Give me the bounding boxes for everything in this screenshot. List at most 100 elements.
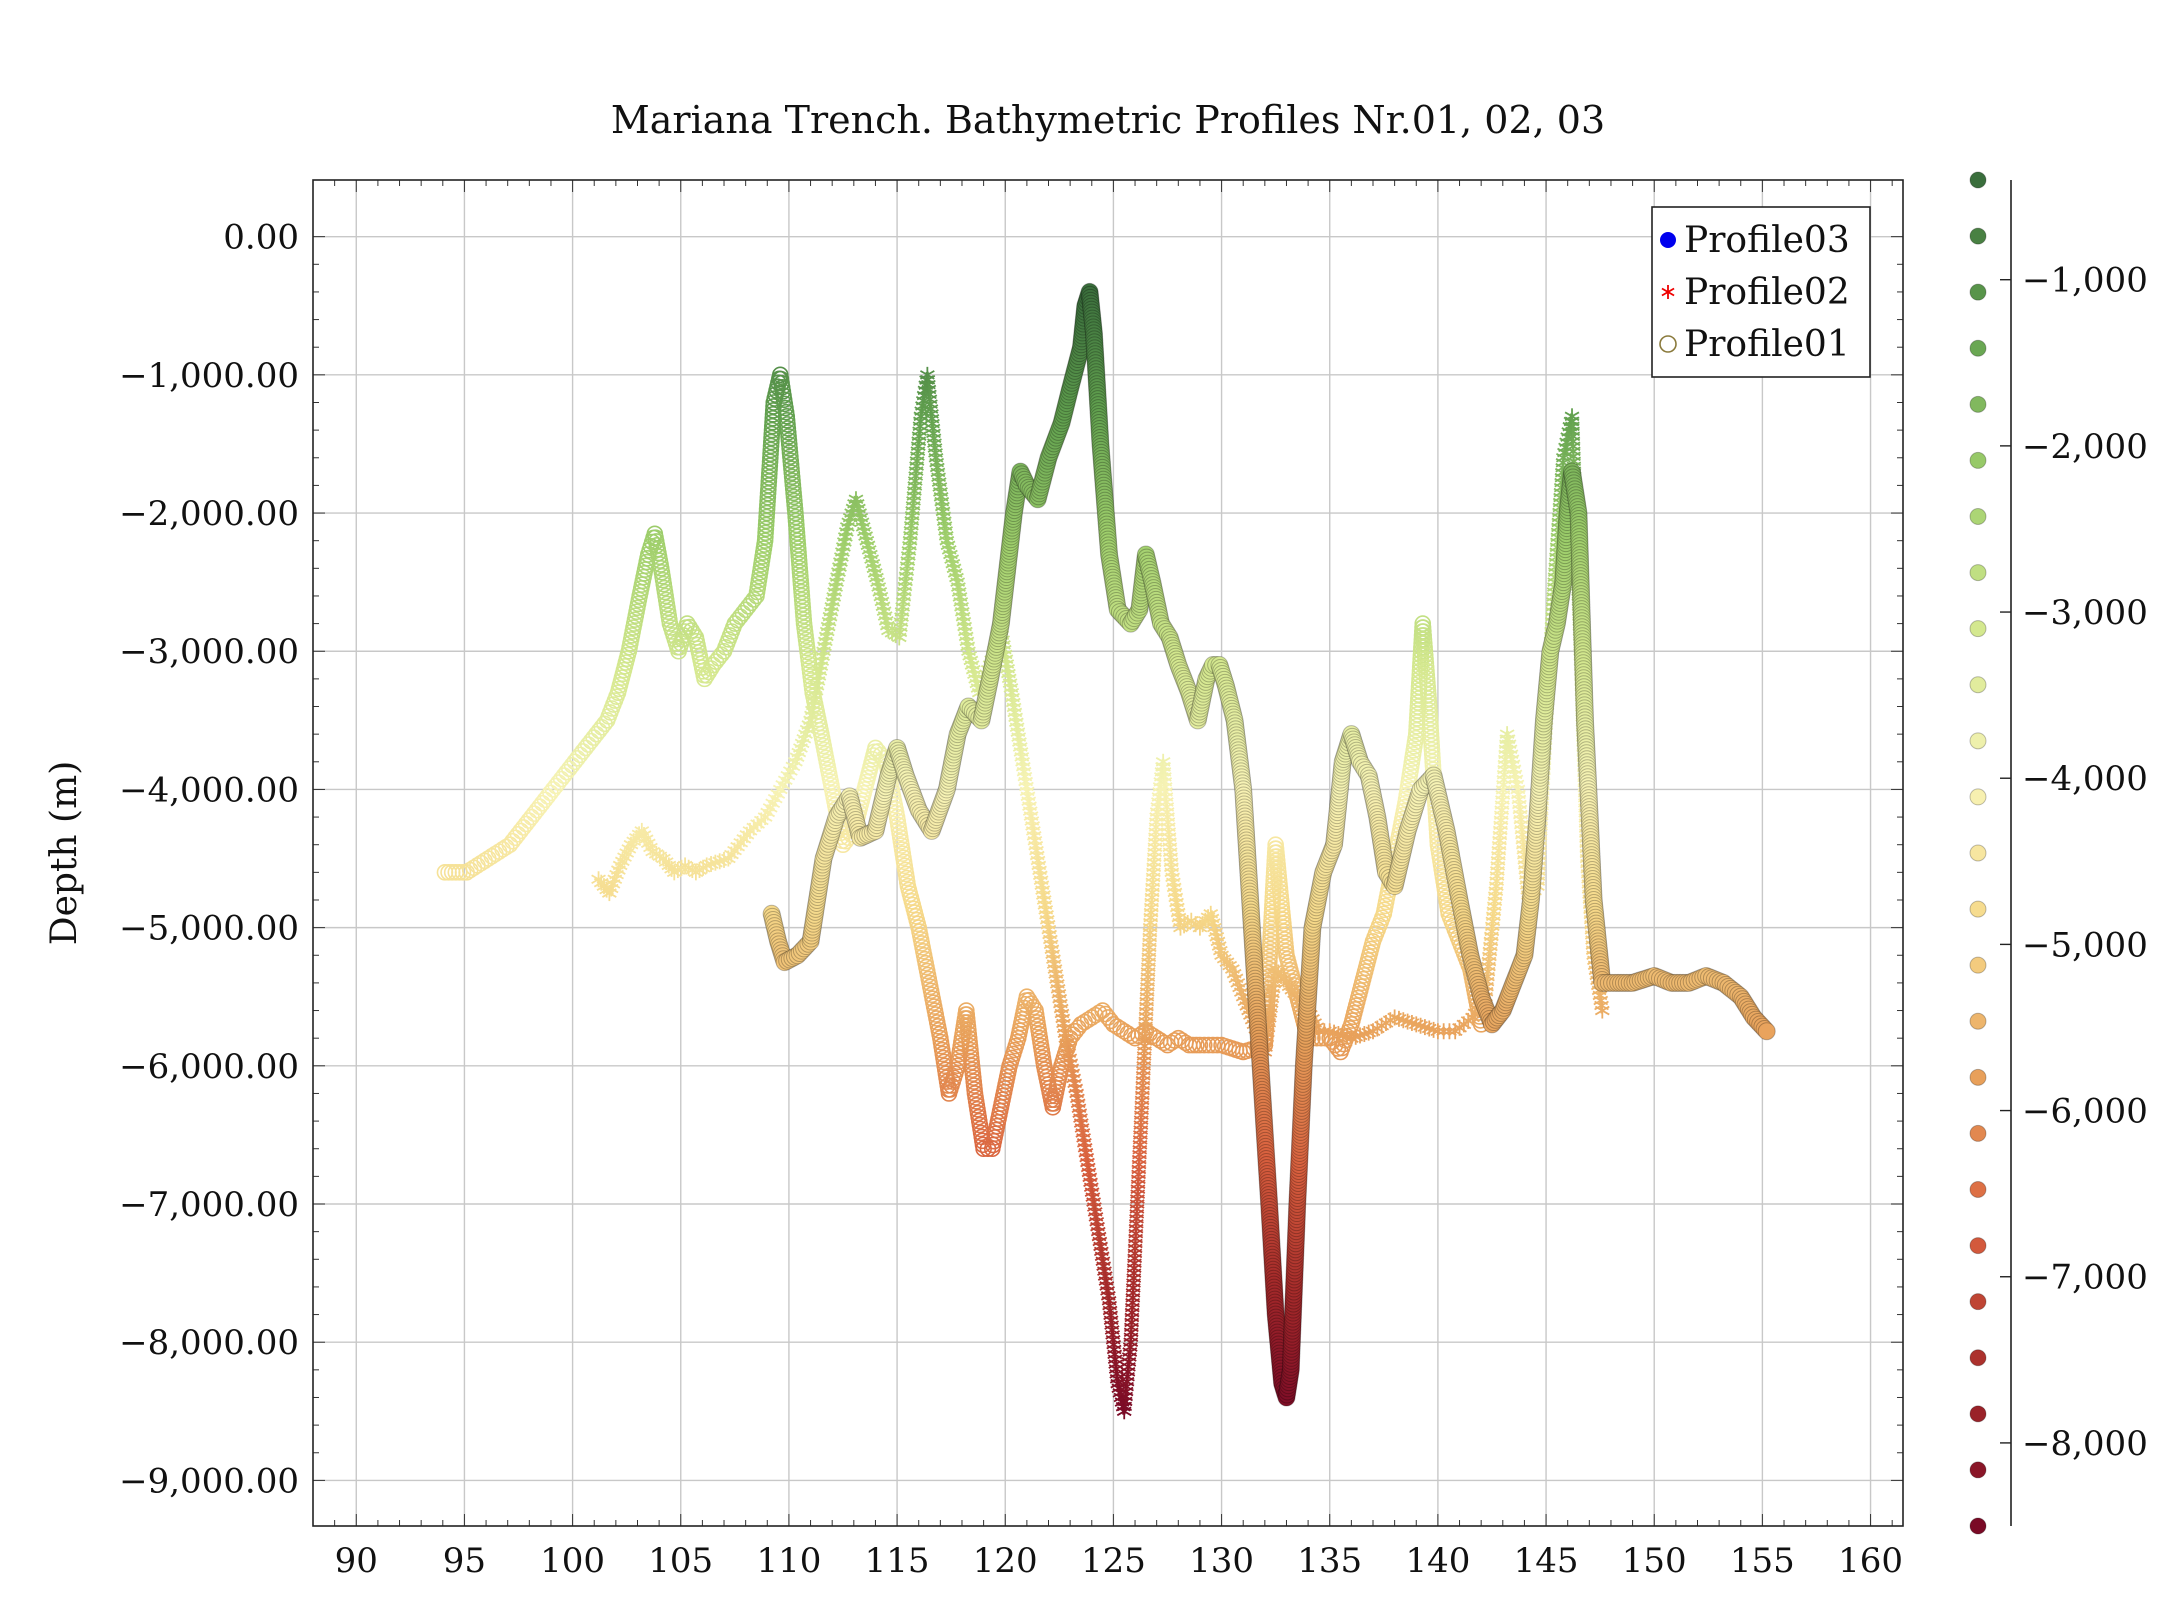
profile01-point <box>1204 1036 1222 1054</box>
profile01-point <box>1195 1036 1213 1054</box>
x-tick-label: 140 <box>1405 1541 1470 1581</box>
colorbar-swatch <box>1969 732 1987 750</box>
colorbar-swatch <box>1969 1124 1987 1142</box>
profile01-point <box>1155 1034 1173 1052</box>
profile01-point <box>1261 944 1279 962</box>
x-tick-label: 110 <box>756 1541 821 1581</box>
profile01-point <box>1102 1012 1120 1030</box>
y-tick-label: −5,000.00 <box>119 909 299 949</box>
series-profile03 <box>762 282 1776 1407</box>
y-axis-label: Depth (m) <box>44 761 85 946</box>
colorbar-swatches <box>1969 171 1987 1535</box>
profile02-point <box>1594 1002 1610 1019</box>
plot-area <box>312 179 1904 1527</box>
colorbar-swatch <box>1969 1293 1987 1311</box>
colorbar-swatch <box>1969 339 1987 357</box>
x-tick-label: 130 <box>1189 1541 1254 1581</box>
colorbar-swatch <box>1969 844 1987 862</box>
x-tick-label: 120 <box>973 1541 1038 1581</box>
profile01-point <box>497 838 515 856</box>
y-tick-label: −2,000.00 <box>119 494 299 534</box>
colorbar-tick-label: −4,000 <box>2022 759 2148 799</box>
colorbar-swatch <box>1969 451 1987 469</box>
profile02-point <box>1430 1023 1446 1040</box>
legend: Profile03 Profile02 Profile01 <box>1651 206 1871 378</box>
y-tick-label: −4,000.00 <box>119 770 299 810</box>
y-tick-label: −8,000.00 <box>119 1323 299 1363</box>
y-tick-label: −1,000.00 <box>119 356 299 396</box>
profile01-point <box>1261 940 1279 958</box>
colorbar-swatch <box>1969 1012 1987 1030</box>
legend-marker <box>1660 232 1676 248</box>
profile01-point <box>1263 916 1280 934</box>
colorbar: −1,000 −2,000 −3,000 −4,000 −5,000 −6,000 −7,0… <box>1969 171 2148 1535</box>
colorbar-tick-label: −6,000 <box>2022 1092 2148 1132</box>
x-tick-label: 135 <box>1297 1541 1362 1581</box>
legend-item-profile02: Profile02 <box>1661 272 1850 313</box>
colorbar-swatch <box>1969 1237 1987 1255</box>
x-tick-label: 160 <box>1838 1541 1903 1581</box>
colorbar-tick-label: −3,000 <box>2022 593 2148 633</box>
colorbar-swatch <box>1969 620 1987 638</box>
profile01-point <box>1200 1036 1217 1054</box>
chart-title: Mariana Trench. Bathymetric Profiles Nr.… <box>611 98 1605 142</box>
colorbar-tick-label: −1,000 <box>2022 261 2148 301</box>
legend-label: Profile02 <box>1684 272 1850 313</box>
x-tick-label: 145 <box>1514 1541 1579 1581</box>
legend-item-profile01: Profile01 <box>1659 324 1850 365</box>
colorbar-swatch <box>1969 788 1987 806</box>
colorbar-ticks: −1,000 −2,000 −3,000 −4,000 −5,000 −6,000 −7,0… <box>2000 261 2148 1464</box>
profile01-point <box>745 591 763 608</box>
x-tick-label: 105 <box>648 1541 713 1581</box>
colorbar-swatch <box>1969 1068 1987 1086</box>
legend-item-profile03: Profile03 <box>1660 220 1850 261</box>
profile01-point <box>1166 1032 1184 1049</box>
profile01-point <box>1188 1036 1205 1054</box>
colorbar-swatch <box>1969 171 1987 189</box>
colorbar-tick-label: −7,000 <box>2022 1258 2148 1298</box>
y-axis-tick-labels: 0.00 −1,000.00 −2,000.00 −3,000.00 −4,000.00… <box>119 218 299 1502</box>
minor-ticks <box>312 180 1903 1526</box>
legend-label: Profile03 <box>1684 220 1850 261</box>
profile01-point <box>454 864 472 881</box>
colorbar-tick-label: −2,000 <box>2022 427 2148 467</box>
x-axis-tick-labels: 90 95 100 105 110 115 120 125 130 135 140 145 150 155… <box>335 1541 1903 1581</box>
x-tick-label: 150 <box>1622 1541 1687 1581</box>
colorbar-swatch <box>1969 564 1987 582</box>
profile01-point <box>1191 1036 1209 1054</box>
colorbar-swatch <box>1969 956 1987 974</box>
colorbar-swatch <box>1969 1461 1987 1479</box>
x-tick-label: 95 <box>443 1541 486 1581</box>
profile03-point <box>1757 1022 1776 1041</box>
y-tick-label: −7,000.00 <box>119 1185 299 1225</box>
colorbar-swatch <box>1969 508 1987 525</box>
colorbar-swatch <box>1969 1517 1987 1535</box>
profile02-point <box>1442 1023 1457 1040</box>
profile01-point <box>1069 1019 1087 1037</box>
x-tick-label: 155 <box>1730 1541 1795 1581</box>
x-tick-label: 100 <box>540 1541 605 1581</box>
x-tick-label: 125 <box>1081 1541 1146 1581</box>
colorbar-swatch <box>1969 227 1987 245</box>
profile01-point <box>1184 1036 1202 1054</box>
grid-lines <box>313 180 1903 1526</box>
y-tick-label: −9,000.00 <box>119 1461 299 1501</box>
profile01-point <box>1208 1036 1226 1054</box>
colorbar-tick-label: −5,000 <box>2022 925 2148 965</box>
profile02-point <box>1436 1023 1452 1040</box>
profile01-point <box>685 625 703 643</box>
colorbar-tick-label: −8,000 <box>2022 1424 2148 1464</box>
y-tick-label: 0.00 <box>223 218 299 258</box>
colorbar-swatch <box>1969 395 1987 413</box>
plot-frame <box>312 179 1904 1527</box>
profile01-point <box>1090 1004 1108 1022</box>
series-layer <box>436 282 1776 1420</box>
colorbar-swatch <box>1969 676 1987 694</box>
series-profile01 <box>436 366 1490 1158</box>
colorbar-swatch <box>1969 1405 1987 1423</box>
y-tick-label: −3,000.00 <box>119 632 299 672</box>
profile01-point <box>1025 998 1042 1016</box>
colorbar-swatch <box>1969 1349 1987 1367</box>
colorbar-swatch <box>1969 900 1987 918</box>
colorbar-swatch <box>1969 1181 1987 1198</box>
